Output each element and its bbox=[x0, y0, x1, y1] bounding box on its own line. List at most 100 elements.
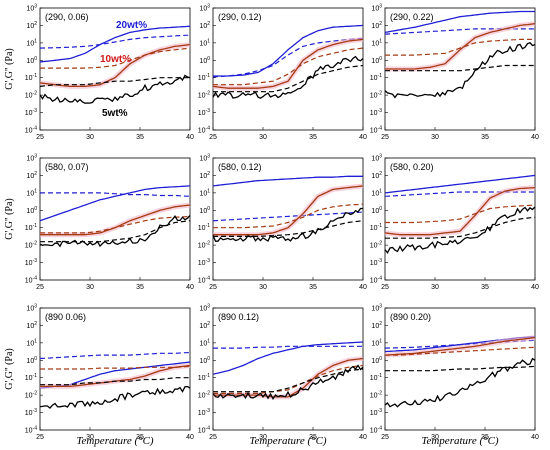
y-tick-label: 10-1 bbox=[25, 373, 37, 382]
y-tick-label: 102 bbox=[199, 321, 210, 330]
series-line-20wtpct-dashed bbox=[212, 37, 364, 78]
y-tick-label: 103 bbox=[199, 304, 210, 313]
y-tick-label: 100 bbox=[26, 56, 37, 65]
series-line-10wtpct-solid bbox=[384, 186, 536, 236]
y-tick-label: 100 bbox=[26, 356, 37, 365]
x-tick-label: 30 bbox=[259, 284, 267, 291]
series-line-5wtpct-dashed bbox=[385, 365, 536, 372]
y-tick-label: 10-3 bbox=[198, 408, 210, 417]
y-tick-label: 10-3 bbox=[25, 258, 37, 267]
panel-2: 10-4 10-3 10-2 10-1 100 101 102 103 25 30 35 40 (290… bbox=[198, 4, 367, 142]
series-line-20wtpct-solid bbox=[384, 174, 536, 194]
series-line-10wtpct-dashed bbox=[40, 365, 191, 370]
y-tick-label: 103 bbox=[371, 4, 382, 13]
panel-6: 10-4 10-3 10-2 10-1 100 101 102 103 25 30 35 40 (580… bbox=[370, 154, 539, 292]
series-line-20wtpct-solid bbox=[212, 341, 364, 375]
series-line-20wtpct-dashed bbox=[384, 28, 535, 35]
y-tick-label: 10-2 bbox=[25, 241, 37, 250]
y-axis-label: G',G'' (Pa) bbox=[4, 348, 15, 390]
y-tick-label: 102 bbox=[371, 321, 382, 330]
y-tick-label: 100 bbox=[371, 356, 382, 365]
y-tick-label: 10-1 bbox=[370, 223, 382, 232]
x-axis-label: Temperature (°C) bbox=[421, 435, 499, 447]
series-line-20wtpct-solid bbox=[39, 25, 191, 63]
series-line-5wtpct-dashed bbox=[385, 64, 535, 72]
panel-label: (290, 0.06) bbox=[45, 12, 89, 22]
y-axis-label: G',G'' (Pa) bbox=[4, 48, 15, 90]
series-line-20wtpct-solid bbox=[384, 10, 535, 34]
panel-label: (890 0.12) bbox=[218, 312, 259, 322]
x-tick-label: 40 bbox=[186, 134, 194, 141]
series-line-5wtpct-dashed bbox=[213, 220, 364, 237]
y-tick-label: 103 bbox=[371, 304, 382, 313]
y-tick-label: 100 bbox=[371, 56, 382, 65]
y-tick-label: 101 bbox=[26, 338, 37, 347]
y-tick-label: 10-4 bbox=[25, 276, 37, 285]
x-tick-label: 35 bbox=[309, 284, 317, 291]
y-tick-label: 100 bbox=[26, 206, 37, 215]
y-tick-label: 100 bbox=[199, 356, 210, 365]
panels: 10-4 10-3 10-2 10-1 100 101 102 103 25 30 35 40 (290… bbox=[4, 4, 539, 448]
panel-label: (290, 0.12) bbox=[218, 12, 262, 22]
series-line-10wtpct-dashed bbox=[40, 47, 191, 69]
series-line-10wtpct-dashed bbox=[213, 364, 364, 394]
x-tick-label: 25 bbox=[381, 284, 389, 291]
y-tick-label: 102 bbox=[199, 171, 210, 180]
x-axis-label: Temperature (°C) bbox=[249, 435, 327, 447]
series-line-5wtpct-solid bbox=[212, 364, 364, 400]
series-line-10wtpct-dashed bbox=[213, 203, 364, 229]
y-tick-label: 102 bbox=[26, 321, 37, 330]
y-tick-label: 10-3 bbox=[25, 408, 37, 417]
y-tick-label: 102 bbox=[199, 21, 210, 30]
y-tick-label: 10-1 bbox=[370, 373, 382, 382]
y-tick-label: 103 bbox=[26, 4, 37, 13]
series-line-10wtpct-dashed bbox=[385, 38, 535, 56]
y-tick-label: 103 bbox=[26, 304, 37, 313]
series-line-20wtpct-solid bbox=[39, 185, 191, 222]
series-line-5wtpct-solid bbox=[384, 42, 536, 99]
y-tick-label: 10-3 bbox=[370, 408, 382, 417]
y-tick-label: 10-1 bbox=[198, 73, 210, 82]
series-line-5wtpct-dashed bbox=[39, 77, 190, 87]
y-tick-label: 10-4 bbox=[25, 426, 37, 435]
x-tick-label: 25 bbox=[209, 134, 217, 141]
panel-1: 10-4 10-3 10-2 10-1 100 101 102 103 25 30 35 40 (290… bbox=[25, 4, 194, 142]
x-tick-label: 30 bbox=[86, 134, 94, 141]
panel-5: 10-4 10-3 10-2 10-1 100 101 102 103 25 30 35 40 (580… bbox=[198, 154, 367, 292]
y-tick-label: 101 bbox=[26, 188, 37, 197]
x-axis-label: Temperature (°C) bbox=[76, 435, 154, 447]
series-line-20wtpct-dashed bbox=[39, 34, 191, 49]
y-tick-label: 102 bbox=[26, 171, 37, 180]
y-tick-label: 100 bbox=[199, 206, 210, 215]
series-line-5wtpct-solid bbox=[212, 55, 364, 99]
y-tick-label: 101 bbox=[371, 338, 382, 347]
x-tick-label: 40 bbox=[531, 284, 539, 291]
series-line-10wtpct-solid bbox=[385, 23, 536, 70]
y-tick-label: 10-1 bbox=[25, 223, 37, 232]
series-line-10wtpct-solid bbox=[212, 38, 364, 89]
panel-label: (290, 0.22) bbox=[390, 12, 434, 22]
y-tick-label: 10-4 bbox=[370, 426, 382, 435]
panel-8: 10-4 10-3 10-2 10-1 100 101 102 103 25 30 35 40 (890… bbox=[198, 304, 367, 442]
y-tick-label: 10-4 bbox=[198, 276, 210, 285]
y-tick-label: 100 bbox=[199, 56, 210, 65]
x-tick-label: 30 bbox=[431, 434, 439, 441]
x-tick-label: 40 bbox=[186, 284, 194, 291]
x-tick-label: 35 bbox=[136, 284, 144, 291]
x-tick-label: 40 bbox=[359, 434, 367, 441]
series-line-20wtpct-dashed bbox=[39, 351, 191, 360]
y-tick-label: 10-2 bbox=[198, 391, 210, 400]
series-line-10wtpct-dashed bbox=[213, 47, 364, 86]
y-tick-label: 10-2 bbox=[25, 391, 37, 400]
x-tick-label: 30 bbox=[431, 134, 439, 141]
series-line-5wtpct-dashed bbox=[40, 220, 191, 243]
x-tick-label: 25 bbox=[209, 284, 217, 291]
x-tick-label: 40 bbox=[531, 434, 539, 441]
series-line-20wtpct-dashed bbox=[213, 345, 363, 349]
x-tick-label: 40 bbox=[359, 134, 367, 141]
y-tick-label: 103 bbox=[199, 4, 210, 13]
y-tick-label: 10-2 bbox=[370, 91, 382, 100]
annotation-20wtpct: 20wt% bbox=[116, 20, 147, 31]
y-tick-label: 10-4 bbox=[198, 426, 210, 435]
series-line-20wtpct-dashed bbox=[40, 192, 191, 197]
